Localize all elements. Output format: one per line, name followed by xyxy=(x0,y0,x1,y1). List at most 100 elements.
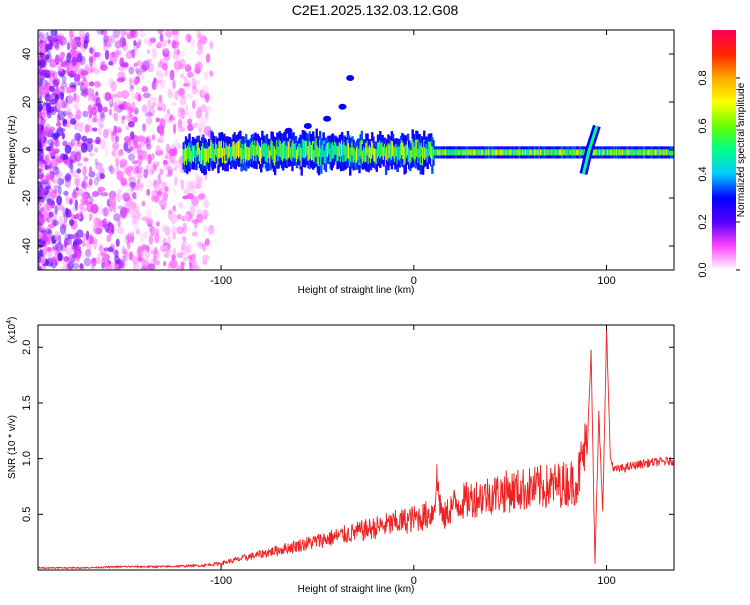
noise-blob xyxy=(139,140,146,147)
noise-blob xyxy=(38,265,41,270)
noise-blob xyxy=(168,148,176,157)
noise-blob xyxy=(104,260,109,269)
noise-blob xyxy=(81,87,89,98)
noise-blob xyxy=(133,40,137,46)
noise-blob xyxy=(167,91,176,100)
noise-blob xyxy=(196,30,201,39)
noise-blob xyxy=(52,79,59,88)
noise-blob xyxy=(84,124,90,134)
noise-blob xyxy=(132,203,140,214)
noise-blob xyxy=(136,60,143,66)
noise-blob xyxy=(38,70,41,75)
noise-blob xyxy=(126,233,135,243)
noise-blob xyxy=(135,164,143,175)
noise-blob xyxy=(85,230,90,240)
noise-blob xyxy=(38,210,42,219)
noise-blob xyxy=(180,72,185,79)
noise-blob xyxy=(186,181,194,191)
noise-blob xyxy=(182,195,189,200)
drift-point xyxy=(303,123,312,129)
noise-blob xyxy=(66,42,71,51)
noise-blob xyxy=(117,149,124,157)
noise-blob xyxy=(89,166,93,174)
noise-blob xyxy=(43,179,51,186)
noise-blob xyxy=(101,257,106,269)
noise-blob xyxy=(179,95,187,106)
noise-blob xyxy=(158,180,167,192)
noise-blob xyxy=(96,164,103,172)
noise-blob xyxy=(151,47,158,59)
noise-blob xyxy=(38,37,41,44)
noise-blob xyxy=(132,191,137,200)
noise-blob xyxy=(50,140,55,148)
noise-blob xyxy=(70,138,76,147)
noise-blob xyxy=(89,47,94,54)
noise-blob xyxy=(194,179,201,185)
noise-blob xyxy=(67,61,71,73)
noise-blob xyxy=(61,101,67,109)
noise-blob xyxy=(186,180,194,189)
noise-blob xyxy=(71,253,77,258)
noise-blob xyxy=(108,60,114,66)
noise-blob xyxy=(143,231,149,240)
noise-blob xyxy=(205,105,212,113)
noise-blob xyxy=(77,162,83,167)
noise-blob xyxy=(40,132,45,142)
noise-blob xyxy=(70,117,77,125)
noise-blob xyxy=(156,106,163,111)
noise-blob xyxy=(147,49,151,54)
noise-blob xyxy=(116,170,124,181)
noise-blob xyxy=(162,49,166,57)
noise-blob xyxy=(171,30,179,36)
drift-point xyxy=(323,115,332,122)
noise-blob xyxy=(171,225,178,235)
noise-blob xyxy=(89,68,93,74)
noise-blob xyxy=(58,215,63,227)
noise-blob xyxy=(182,256,189,262)
noise-blob xyxy=(62,118,68,127)
noise-blob xyxy=(72,188,77,198)
noise-blob xyxy=(39,32,45,41)
noise-blob xyxy=(104,147,109,159)
noise-blob xyxy=(145,208,152,218)
noise-blob xyxy=(131,164,140,175)
noise-blob xyxy=(78,30,85,40)
spectrogram-panel: -100 0 100 -40 -20 0 20 40 Height of straight l… xyxy=(7,29,675,296)
noise-blob xyxy=(145,138,150,144)
noise-blob xyxy=(149,37,157,44)
noise-blob xyxy=(191,253,196,261)
noise-blob xyxy=(73,92,77,102)
noise-blob xyxy=(76,229,84,238)
noise-blob xyxy=(99,64,108,72)
x-tick-label: 0 xyxy=(411,275,417,287)
colorbar: 0.0 0.2 0.4 0.6 0.8 Normalized spectral ampl… xyxy=(697,30,747,278)
noise-blob xyxy=(127,120,135,128)
noise-blob xyxy=(67,261,74,270)
noise-blob xyxy=(141,104,148,113)
noise-blob xyxy=(157,41,162,48)
noise-blob xyxy=(203,225,209,232)
noise-blob xyxy=(74,199,78,209)
noise-blob xyxy=(99,138,107,150)
noise-blob xyxy=(127,153,136,161)
noise-blob xyxy=(47,223,55,229)
noise-blob xyxy=(110,224,115,235)
noise-blob xyxy=(193,67,201,74)
noise-blob xyxy=(104,49,110,61)
noise-blob xyxy=(107,246,114,253)
noise-blob xyxy=(167,165,174,176)
noise-blob xyxy=(53,38,58,43)
noise-blob xyxy=(43,210,50,218)
noise-blob xyxy=(164,225,171,237)
noise-blob xyxy=(202,254,210,261)
noise-blob xyxy=(113,112,119,122)
noise-blob xyxy=(67,234,75,240)
noise-blob xyxy=(75,186,79,192)
chart-title: C2E1.2025.132.03.12.G08 xyxy=(292,2,459,18)
noise-blob xyxy=(203,199,210,209)
noise-blob xyxy=(99,251,106,257)
noise-blob xyxy=(80,70,89,76)
noise-blob xyxy=(174,47,179,55)
noise-blob xyxy=(138,30,146,38)
noise-blob xyxy=(78,211,84,218)
